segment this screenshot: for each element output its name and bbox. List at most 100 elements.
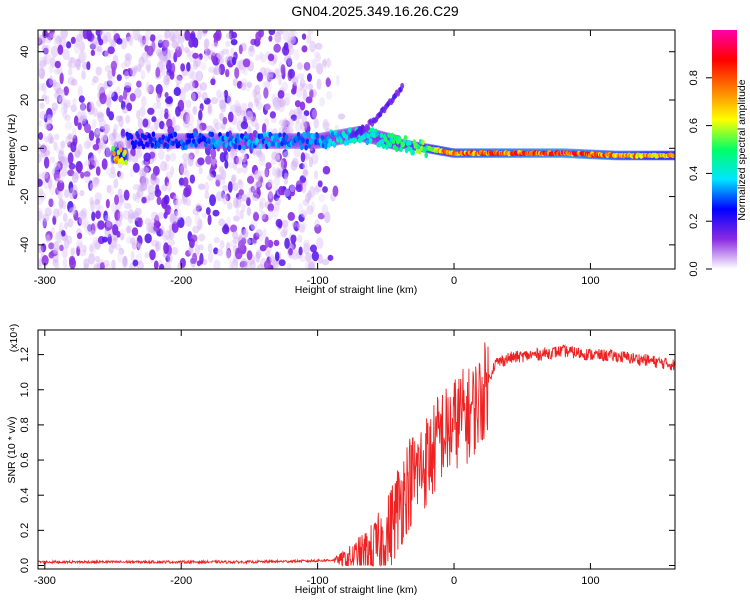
spectrogram-noise-blob [274, 153, 281, 163]
spectrogram-noise-blob [63, 102, 68, 114]
spectrogram-noise-blob [265, 162, 272, 169]
spectrogram-noise-blob [156, 34, 164, 44]
spectrogram-noise-blob [140, 183, 148, 192]
spectrogram-noise-blob [296, 234, 303, 243]
spectrogram-noise-blob [155, 93, 161, 103]
spectrogram-noise-blob [112, 30, 117, 35]
spectrogram-noise-blob [206, 105, 214, 117]
spectrogram-noise-blob [53, 259, 59, 269]
spectrogram-noise-blob [255, 54, 260, 61]
spectrogram-noise-blob [58, 150, 64, 161]
spectrogram-noise-blob [111, 91, 118, 102]
spectrogram-noise-blob [125, 53, 133, 62]
spectrogram-noise-blob [282, 149, 289, 158]
spectrogram-noise-blob [205, 207, 211, 215]
spectrogram-noise-blob [191, 92, 196, 102]
spectrogram-noise-blob [67, 133, 73, 140]
spectrogram-noise-blob [302, 211, 308, 219]
spectrogram-noise-blob [91, 211, 96, 222]
spectrogram-noise-blob [211, 42, 219, 49]
spectrogram-noise-blob [218, 63, 226, 76]
spectrogram-noise-blob [117, 170, 122, 178]
spectrogram-noise-blob [270, 117, 277, 124]
spectrogram-noise-blob [41, 171, 49, 179]
spectrogram-noise-blob [272, 97, 280, 108]
spectrogram-noise-blob [159, 50, 167, 62]
spectrogram-noise-blob [122, 255, 128, 267]
spectrogram-noise-blob [231, 56, 237, 66]
spectrogram-noise-blob [65, 41, 72, 49]
spectrogram-noise-blob [267, 210, 274, 220]
spectrogram-noise-blob [222, 116, 228, 125]
spectrogram-noise-blob [251, 192, 260, 202]
spectrogram-noise-blob [62, 258, 68, 268]
spectrogram-noise-blob [99, 92, 107, 105]
spectrogram-noise-blob [80, 101, 86, 113]
spectrogram-noise-blob [274, 33, 282, 44]
spectrogram-noise-blob [321, 258, 330, 266]
spectrogram-noise-blob [272, 258, 280, 269]
spectrogram-signal-core [408, 140, 412, 146]
spectrogram-noise-blob [219, 91, 225, 99]
spectrogram-noise-blob [135, 151, 143, 159]
spectrogram-noise-blob [53, 68, 61, 75]
spectrogram-noise-blob [72, 127, 77, 139]
spectrogram-noise-blob [165, 72, 170, 83]
spectrogram-noise-blob [144, 252, 150, 259]
spectrogram-noise-blob [290, 189, 295, 197]
spectrogram-noise-blob [53, 162, 61, 171]
spectrogram-noise-blob [63, 238, 70, 249]
colorbar-tick-label: 0.0 [688, 261, 700, 276]
spectrogram-noise-blob [301, 182, 307, 194]
spectrogram-noise-blob [187, 152, 195, 159]
spectrogram-signal-core [672, 153, 675, 159]
spectrogram-noise-blob [118, 115, 124, 128]
spectrogram-signal-core [143, 134, 148, 141]
spectrogram-noise-blob [272, 207, 279, 218]
spectrogram-noise-blob [301, 33, 307, 40]
spectrogram-noise-blob [195, 70, 204, 82]
spectrogram-noise-blob [131, 242, 137, 250]
spectrogram-signal-core [151, 131, 156, 138]
spectrogram-noise-blob [131, 30, 140, 41]
spectrogram-noise-blob [192, 225, 200, 234]
spectrogram-noise-blob [43, 156, 50, 169]
snr-y-tick-label: 1.0 [19, 382, 31, 397]
spectrogram-noise-blob [63, 86, 69, 96]
spectrogram-noise-blob [188, 247, 194, 256]
spectrogram-noise-blob [230, 104, 238, 113]
spectrogram-noise-blob [225, 69, 230, 78]
spectrogram-noise-blob [155, 177, 160, 186]
spectrogram-signal-core [146, 141, 150, 148]
spectrogram-noise-blob [58, 148, 65, 155]
spectrogram-noise-blob [307, 261, 315, 269]
spectrogram-noise-blob [225, 40, 231, 48]
spectrogram-noise-blob [163, 78, 170, 89]
spectrogram-x-tick-label: -100 [307, 275, 329, 287]
spectrogram-noise-blob [228, 258, 234, 269]
spectrogram-signal-core [258, 143, 263, 150]
spectrogram-noise-blob [243, 260, 251, 269]
spectrogram-noise-blob [190, 257, 196, 265]
spectrogram-noise-blob [238, 180, 244, 190]
spectrogram-noise-blob [219, 50, 225, 58]
spectrogram-noise-blob [171, 215, 179, 224]
spectrogram-noise-blob [147, 222, 153, 233]
spectrogram-noise-blob [334, 124, 339, 132]
spectrogram-noise-blob [78, 95, 85, 103]
spectrogram-noise-blob [137, 184, 145, 193]
spectrogram-noise-blob [124, 53, 131, 60]
spectrogram-noise-blob [173, 198, 179, 206]
spectrogram-noise-blob [95, 128, 101, 135]
spectrogram-noise-blob [38, 211, 45, 223]
spectrogram-noise-blob [217, 94, 225, 103]
spectrogram-signal-core [111, 145, 115, 152]
spectrogram-noise-blob [257, 170, 264, 178]
spectrogram-noise-blob [265, 181, 273, 191]
spectrogram-noise-blob [161, 56, 168, 67]
spectrogram-noise-blob [39, 102, 45, 109]
spectrogram-noise-blob [47, 132, 53, 145]
spectrogram-noise-blob [87, 224, 92, 232]
spectrogram-noise-blob [228, 161, 235, 169]
spectrogram-noise-blob [247, 237, 255, 246]
